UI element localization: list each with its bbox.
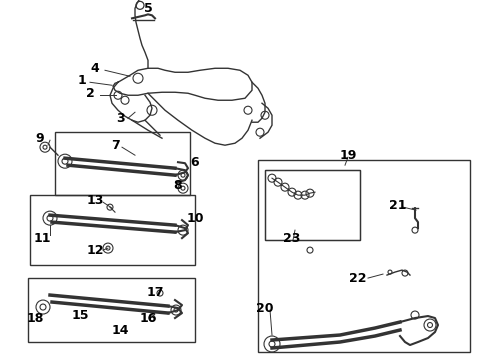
Bar (55, 132, 190, 195)
Text: 22: 22 (349, 271, 367, 284)
Text: 4: 4 (91, 62, 99, 75)
Text: 21: 21 (389, 199, 407, 212)
Text: 23: 23 (283, 231, 301, 244)
Text: 10: 10 (186, 212, 204, 225)
Bar (265, 170, 360, 240)
Text: 9: 9 (36, 132, 44, 145)
Text: 11: 11 (33, 231, 51, 244)
Bar (265, 170, 360, 240)
Text: 5: 5 (144, 2, 152, 15)
Bar (30, 195, 195, 265)
Text: 19: 19 (339, 149, 357, 162)
Text: 16: 16 (139, 311, 157, 324)
Text: 1: 1 (77, 74, 86, 87)
Text: 8: 8 (173, 179, 182, 192)
Text: 17: 17 (146, 285, 164, 298)
Bar (258, 160, 470, 352)
Text: 12: 12 (86, 244, 104, 257)
Text: 15: 15 (71, 309, 89, 321)
Text: 13: 13 (86, 194, 104, 207)
Text: 2: 2 (86, 87, 95, 100)
Text: 6: 6 (191, 156, 199, 169)
Text: 20: 20 (256, 302, 274, 315)
Text: 7: 7 (111, 139, 120, 152)
Text: 3: 3 (116, 112, 124, 125)
Text: 18: 18 (26, 311, 44, 324)
Text: 14: 14 (111, 324, 129, 337)
Bar (28, 278, 195, 342)
